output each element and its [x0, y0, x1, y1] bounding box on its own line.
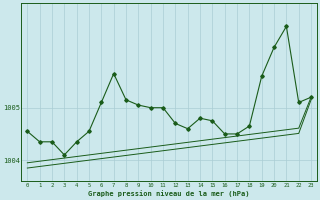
X-axis label: Graphe pression niveau de la mer (hPa): Graphe pression niveau de la mer (hPa) [88, 190, 250, 197]
